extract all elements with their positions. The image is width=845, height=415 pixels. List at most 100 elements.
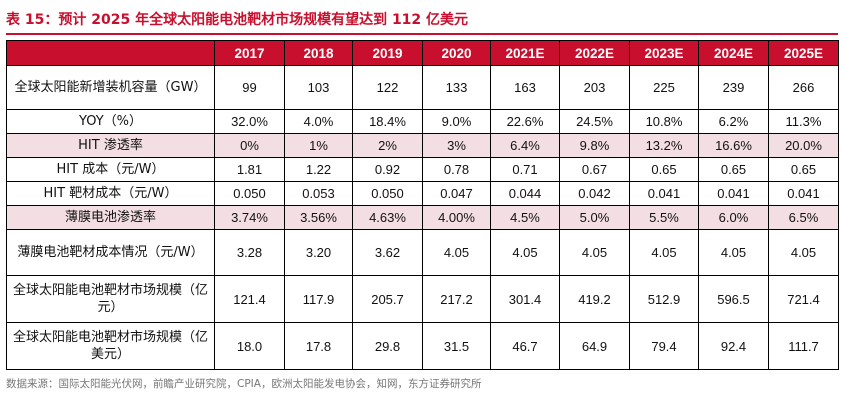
- row-label: YOY（%）: [6, 109, 215, 134]
- header-year: 2022E: [559, 40, 630, 66]
- cell: 4.05: [768, 229, 839, 276]
- cell: 217.2: [422, 275, 491, 323]
- cell: 122: [352, 65, 423, 110]
- cell: 64.9: [559, 322, 630, 370]
- cell: 16.6%: [698, 133, 769, 158]
- cell: 18.0: [214, 322, 285, 370]
- cell: 4.0%: [284, 109, 353, 134]
- cell: 133: [422, 65, 491, 110]
- cell: 721.4: [768, 275, 839, 323]
- cell: 11.3%: [768, 109, 839, 134]
- cell: 9.0%: [422, 109, 491, 134]
- cell: 0.71: [490, 157, 560, 182]
- header-year: 2025E: [768, 40, 839, 66]
- cell: 596.5: [698, 275, 769, 323]
- cell: 3%: [422, 133, 491, 158]
- cell: 301.4: [490, 275, 560, 323]
- cell: 13.2%: [629, 133, 699, 158]
- header-year: 2024E: [698, 40, 769, 66]
- cell: 31.5: [422, 322, 491, 370]
- cell: 0.65: [629, 157, 699, 182]
- cell: 121.4: [214, 275, 285, 323]
- cell: 4.05: [422, 229, 491, 276]
- row-label: 全球太阳能电池靶材市场规模（亿元）: [6, 275, 215, 323]
- cell: 0.65: [698, 157, 769, 182]
- cell: 0.042: [559, 181, 630, 206]
- source-note: 数据来源：国际太阳能光伏网，前瞻产业研究院，CPIA，欧洲太阳能发电协会，知网，…: [6, 378, 482, 390]
- table-row: HIT 成本（元/W） 1.81 1.22 0.92 0.78 0.71 0.6…: [6, 157, 839, 182]
- row-label: 全球太阳能新增装机容量（GW）: [6, 65, 215, 110]
- cell: 225: [629, 65, 699, 110]
- cell: 4.63%: [352, 205, 423, 230]
- cell: 79.4: [629, 322, 699, 370]
- cell: 1%: [284, 133, 353, 158]
- cell: 163: [490, 65, 560, 110]
- cell: 419.2: [559, 275, 630, 323]
- cell: 5.5%: [629, 205, 699, 230]
- cell: 0.050: [352, 181, 423, 206]
- cell: 111.7: [768, 322, 839, 370]
- cell: 0.041: [698, 181, 769, 206]
- cell: 103: [284, 65, 353, 110]
- cell: 0.041: [768, 181, 839, 206]
- cell: 0%: [214, 133, 285, 158]
- cell: 0.047: [422, 181, 491, 206]
- cell: 4.05: [698, 229, 769, 276]
- cell: 18.4%: [352, 109, 423, 134]
- cell: 20.0%: [768, 133, 839, 158]
- header-corner: [6, 40, 215, 66]
- cell: 17.8: [284, 322, 353, 370]
- row-label: HIT 成本（元/W）: [6, 157, 215, 182]
- title-divider: [6, 33, 838, 35]
- cell: 205.7: [352, 275, 423, 323]
- header-row: 2017 2018 2019 2020 2021E 2022E 2023E 20…: [6, 40, 839, 66]
- cell: 0.78: [422, 157, 491, 182]
- table-row: 全球太阳能电池靶材市场规模（亿美元） 18.0 17.8 29.8 31.5 4…: [6, 322, 839, 370]
- cell: 32.0%: [214, 109, 285, 134]
- table-row: 薄膜电池靶材成本情况（元/W） 3.28 3.20 3.62 4.05 4.05…: [6, 229, 839, 276]
- cell: 4.05: [490, 229, 560, 276]
- cell: 4.05: [559, 229, 630, 276]
- table-row: 薄膜电池渗透率 3.74% 3.56% 4.63% 4.00% 4.5% 5.0…: [6, 205, 839, 230]
- cell: 4.5%: [490, 205, 560, 230]
- cell: 92.4: [698, 322, 769, 370]
- cell: 0.044: [490, 181, 560, 206]
- table-row: YOY（%） 32.0% 4.0% 18.4% 9.0% 22.6% 24.5%…: [6, 109, 839, 134]
- cell: 203: [559, 65, 630, 110]
- cell: 3.28: [214, 229, 285, 276]
- header-year: 2023E: [629, 40, 699, 66]
- cell: 10.8%: [629, 109, 699, 134]
- row-label: 薄膜电池渗透率: [6, 205, 215, 230]
- table-title: 表 15：预计 2025 年全球太阳能电池靶材市场规模有望达到 112 亿美元: [6, 12, 469, 28]
- cell: 1.22: [284, 157, 353, 182]
- cell: 4.05: [629, 229, 699, 276]
- cell: 512.9: [629, 275, 699, 323]
- cell: 3.20: [284, 229, 353, 276]
- row-label: HIT 渗透率: [6, 133, 215, 158]
- header-year: 2020: [422, 40, 491, 66]
- table-row: 全球太阳能新增装机容量（GW） 99 103 122 133 163 203 2…: [6, 65, 839, 110]
- cell: 6.0%: [698, 205, 769, 230]
- cell: 0.050: [214, 181, 285, 206]
- cell: 24.5%: [559, 109, 630, 134]
- cell: 1.81: [214, 157, 285, 182]
- header-year: 2017: [214, 40, 285, 66]
- table-row: 全球太阳能电池靶材市场规模（亿元） 121.4 117.9 205.7 217.…: [6, 275, 839, 323]
- cell: 0.65: [768, 157, 839, 182]
- cell: 99: [214, 65, 285, 110]
- row-label: HIT 靶材成本（元/W）: [6, 181, 215, 206]
- table-row: HIT 靶材成本（元/W） 0.050 0.053 0.050 0.047 0.…: [6, 181, 839, 206]
- header-year: 2018: [284, 40, 353, 66]
- header-year: 2021E: [490, 40, 560, 66]
- cell: 6.5%: [768, 205, 839, 230]
- row-label: 薄膜电池靶材成本情况（元/W）: [6, 229, 215, 276]
- cell: 6.4%: [490, 133, 560, 158]
- cell: 9.8%: [559, 133, 630, 158]
- cell: 266: [768, 65, 839, 110]
- cell: 29.8: [352, 322, 423, 370]
- cell: 239: [698, 65, 769, 110]
- cell: 0.041: [629, 181, 699, 206]
- cell: 0.92: [352, 157, 423, 182]
- cell: 4.00%: [422, 205, 491, 230]
- cell: 0.053: [284, 181, 353, 206]
